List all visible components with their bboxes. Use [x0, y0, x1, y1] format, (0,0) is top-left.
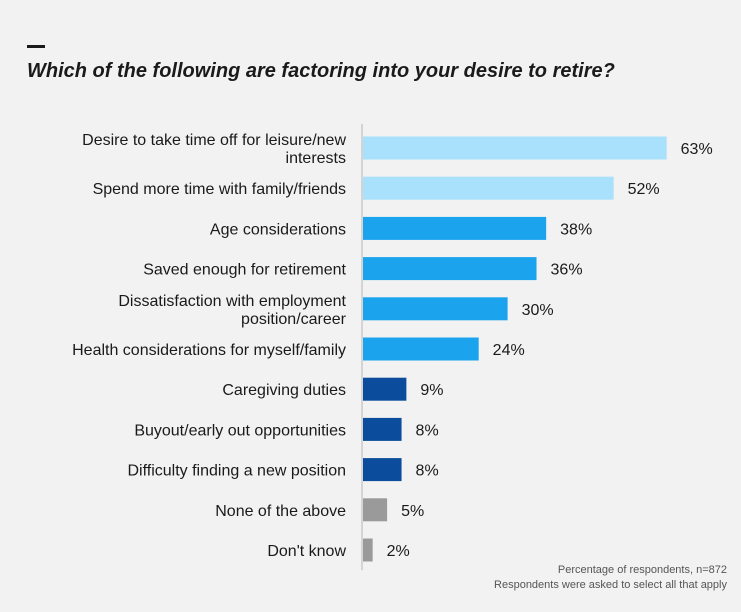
category-label: Buyout/early out opportunities	[134, 422, 346, 439]
bar	[363, 498, 388, 522]
category-label: Spend more time with family/friends	[93, 181, 346, 198]
data-label: 30%	[522, 302, 554, 319]
category-label: None of the above	[215, 503, 346, 520]
bar	[363, 377, 407, 401]
data-label: 8%	[416, 463, 439, 480]
category-label: Don't know	[267, 543, 346, 560]
bar	[363, 417, 402, 441]
data-label: 38%	[560, 221, 592, 238]
bar	[363, 136, 667, 160]
category-label: Dissatisfaction with employment	[118, 293, 346, 310]
bar	[363, 337, 479, 361]
bar	[363, 216, 547, 240]
footnote-sample-size: Percentage of respondents, n=872	[557, 564, 727, 576]
category-label: Difficulty finding a new position	[128, 463, 347, 480]
bar	[363, 297, 508, 321]
data-label: 36%	[551, 262, 583, 279]
category-label: position/career	[241, 311, 347, 328]
data-label: 5%	[401, 503, 424, 520]
data-label: 8%	[416, 422, 439, 439]
title-accent-dash	[27, 45, 45, 48]
bar	[363, 538, 373, 562]
data-label: 2%	[387, 543, 410, 560]
category-label: Caregiving duties	[222, 382, 346, 399]
data-label: 63%	[681, 141, 713, 158]
bar	[363, 257, 537, 281]
category-label: Desire to take time off for leisure/new	[82, 132, 346, 149]
data-label: 9%	[420, 382, 443, 399]
category-label: Age considerations	[210, 221, 346, 238]
bar	[363, 176, 614, 200]
chart-title: Which of the following are factoring int…	[27, 60, 615, 82]
category-label: Saved enough for retirement	[143, 262, 346, 279]
footnote-note: Respondents were asked to select all tha…	[494, 579, 727, 591]
footnote: Percentage of respondents, n=872 Respond…	[494, 563, 727, 593]
data-label: 52%	[628, 181, 660, 198]
bar	[363, 458, 402, 482]
category-label: Health considerations for myself/family	[72, 342, 346, 359]
category-label: interests	[286, 150, 346, 167]
data-label: 24%	[493, 342, 525, 359]
